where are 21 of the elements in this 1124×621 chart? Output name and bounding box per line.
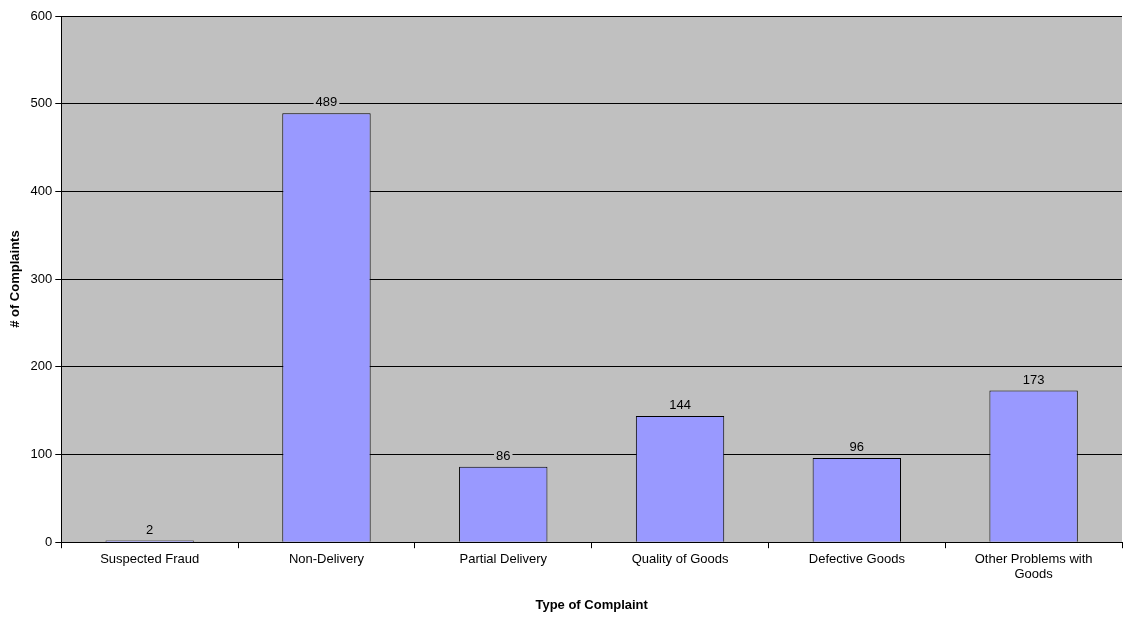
data-label: 173 bbox=[1022, 371, 1045, 387]
y-tick-label: 200 bbox=[30, 358, 53, 374]
y-tick-label: 0 bbox=[45, 533, 53, 549]
data-label: 96 bbox=[849, 439, 865, 455]
x-tick-label: Non-Delivery bbox=[288, 550, 365, 566]
x-axis-title: Type of Complaint bbox=[535, 596, 649, 612]
y-tick-label: 600 bbox=[30, 7, 53, 23]
y-tick-label: 300 bbox=[30, 270, 53, 286]
y-tick-label: 500 bbox=[30, 95, 53, 111]
y-tick-label: 400 bbox=[30, 182, 53, 198]
y-axis-title: # of Complaints bbox=[7, 230, 23, 328]
data-label: 86 bbox=[496, 447, 511, 463]
x-tick-label: Quality of Goods bbox=[631, 550, 729, 566]
x-tick-label: Suspected Fraud bbox=[100, 550, 200, 566]
x-tick-label: Partial Delivery bbox=[459, 550, 548, 566]
data-label: 2 bbox=[146, 521, 154, 537]
x-tick-label: Other Problems with Goods bbox=[974, 550, 1093, 582]
data-label: 144 bbox=[669, 396, 691, 412]
y-tick-label: 100 bbox=[30, 446, 53, 462]
x-tick-label: Defective Goods bbox=[808, 550, 906, 566]
data-label: 489 bbox=[315, 94, 338, 110]
